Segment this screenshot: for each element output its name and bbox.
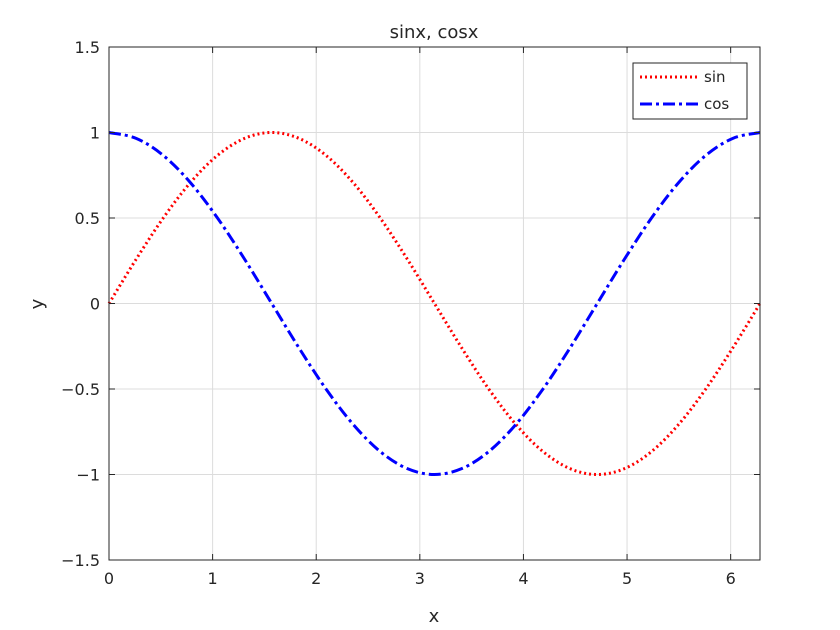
x-tick-label: 0 <box>104 569 114 588</box>
chart-title: sinx, cosx <box>390 22 479 43</box>
x-tick-label: 2 <box>311 569 321 588</box>
y-tick-label: 1.5 <box>75 38 100 57</box>
legend-sin-label: sin <box>704 68 726 86</box>
y-axis-label: y <box>27 298 48 309</box>
y-tick-label: 0 <box>90 295 100 314</box>
legend-cos-label: cos <box>704 95 729 113</box>
y-tick-label: −1 <box>76 466 100 485</box>
x-tick-label: 6 <box>726 569 736 588</box>
x-tick-label: 1 <box>208 569 218 588</box>
x-axis-label: x <box>429 606 440 627</box>
x-tick-label: 4 <box>518 569 528 588</box>
y-tick-label: 1 <box>90 124 100 143</box>
series-cos-line <box>108 131 761 476</box>
y-tick-label: −0.5 <box>61 380 100 399</box>
ticks <box>108 46 760 561</box>
tick-labels: 0 1 2 3 4 5 6 −1.5 −1 −0.5 0 0.5 1 1.5 <box>61 38 736 588</box>
legend-box <box>632 62 748 120</box>
x-tick-label: 3 <box>415 569 425 588</box>
legend: sin cos <box>632 62 748 120</box>
y-tick-label: −1.5 <box>61 551 100 570</box>
x-tick-label: 5 <box>622 569 632 588</box>
series-layer <box>107 131 762 476</box>
y-tick-label: 0.5 <box>75 209 100 228</box>
